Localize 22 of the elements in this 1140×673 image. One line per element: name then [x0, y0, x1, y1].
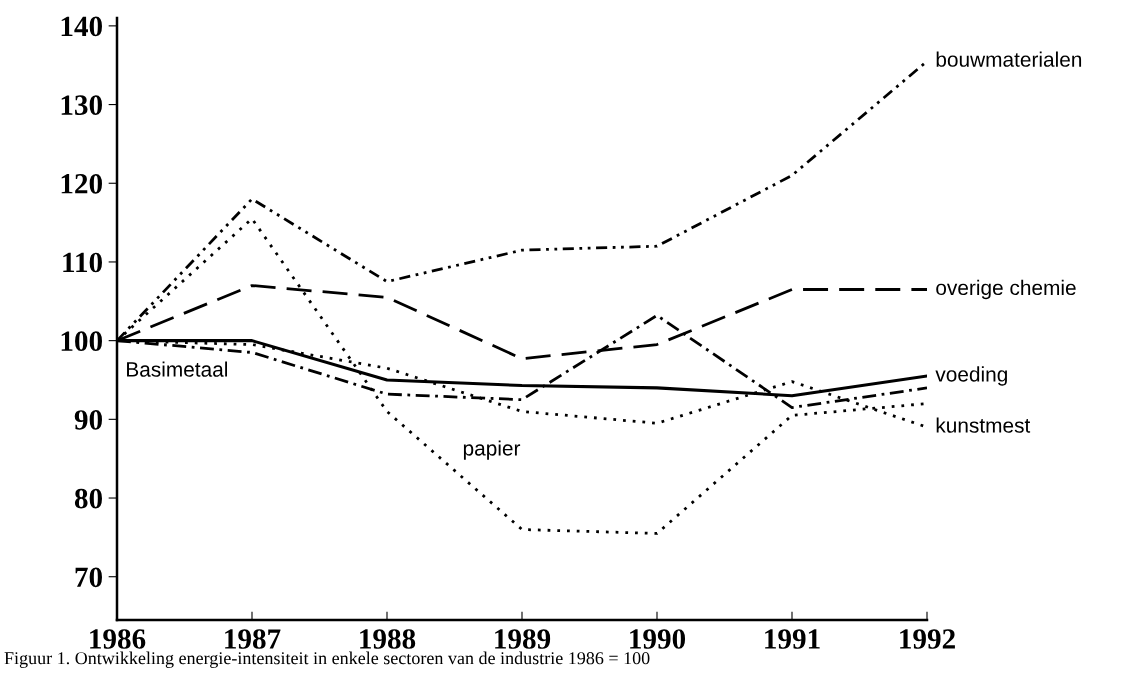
x-tick-label: 1989 — [495, 629, 551, 649]
y-tick-label: 90 — [74, 410, 102, 430]
series-label: voeding — [935, 366, 1007, 386]
series-label: Basimetaal — [127, 361, 227, 377]
y-tick-label: 110 — [63, 252, 102, 273]
series-label: papier — [463, 440, 521, 460]
y-tick-label: 120 — [61, 173, 102, 194]
x-tick-label: 1992 — [900, 629, 955, 649]
y-tick-label: 130 — [61, 95, 102, 115]
x-tick-label: 1988 — [360, 629, 416, 649]
series-label: overige chemie — [936, 279, 1076, 300]
series-label: kunstmest — [936, 417, 1031, 433]
y-tick-label: 100 — [61, 331, 102, 352]
series-label: bouwmaterialen — [936, 51, 1082, 67]
x-tick-label: 1991 — [765, 629, 820, 649]
x-tick-label: 1986 — [90, 629, 146, 649]
text: Figuur 1. Ontwikkeling energie-intensiteit in enkele sectoren van de industrie 1986 = 100 — [4, 651, 650, 668]
y-tick-label: 140 — [61, 16, 102, 37]
y-tick-label: 80 — [74, 488, 102, 509]
x-tick-label: 1987 — [225, 629, 281, 649]
x-tick-label: 1990 — [630, 629, 686, 649]
y-tick-label: 70 — [75, 567, 102, 588]
